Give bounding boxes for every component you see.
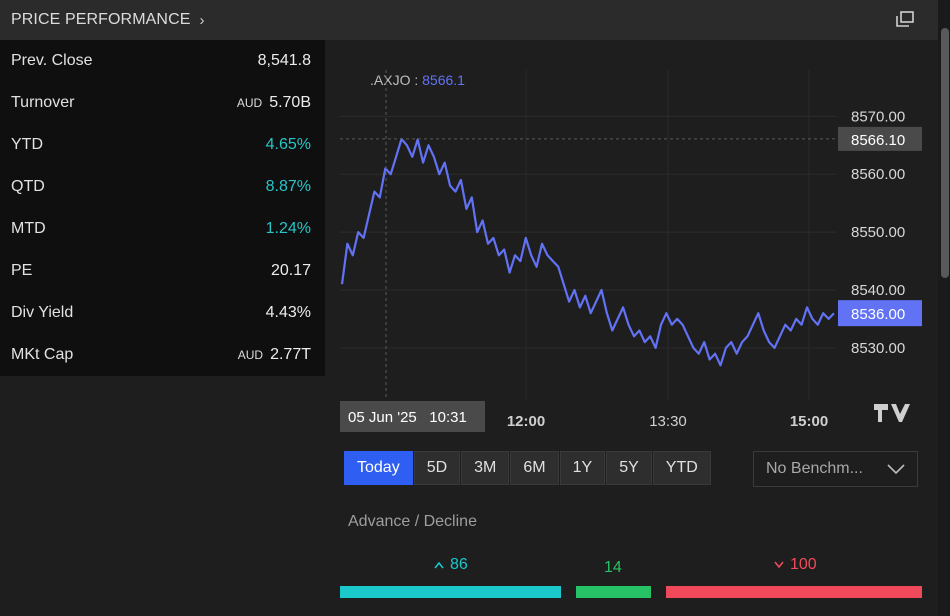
stat-row: Div Yield 4.43% <box>0 292 325 334</box>
legend-separator: : <box>410 72 422 88</box>
stat-unit: AUD <box>236 96 263 110</box>
stat-label: MTD <box>11 220 46 237</box>
chevron-up-icon <box>434 561 444 569</box>
range-button-1y[interactable]: 1Y <box>559 451 606 485</box>
stat-label: YTD <box>11 136 43 153</box>
advances-bar <box>340 586 561 598</box>
y-tick-label: 8550.00 <box>851 224 905 241</box>
chevron-down-icon <box>774 561 784 569</box>
stat-value: AUD 2.77T <box>238 346 311 364</box>
unchanged-bar <box>576 586 651 598</box>
stat-unit: AUD <box>237 348 264 362</box>
chevron-down-icon <box>887 464 905 474</box>
advance-decline-title: Advance / Decline <box>348 513 477 530</box>
advances-value: 86 <box>450 556 468 573</box>
stat-number: 1.24% <box>265 220 311 237</box>
crosshair-time-label: 05 Jun '25 10:31 <box>348 409 467 426</box>
y-tick-label: 8560.00 <box>851 166 905 183</box>
range-button-3m[interactable]: 3M <box>461 451 510 485</box>
stat-value: 20.17 <box>271 262 311 280</box>
stat-value: 8,541.8 <box>258 52 311 70</box>
scrollbar-thumb[interactable] <box>941 28 949 278</box>
last-price-label: 8536.00 <box>851 306 905 323</box>
x-tick-label: 12:00 <box>507 413 545 430</box>
range-button-ytd[interactable]: YTD <box>652 451 711 485</box>
y-tick-label: 8570.00 <box>851 108 905 125</box>
stat-row: Turnover AUD 5.70B <box>0 82 325 124</box>
stat-value: 4.43% <box>266 304 311 322</box>
panel-header: PRICE PERFORMANCE › <box>0 0 938 40</box>
stat-number: 5.70B <box>269 94 311 111</box>
declines-value: 100 <box>790 556 817 573</box>
stat-row: QTD 8.87% <box>0 166 325 208</box>
stat-row: MTD 1.24% <box>0 208 325 250</box>
chevron-right-icon[interactable]: › <box>199 11 205 29</box>
stat-number: 20.17 <box>270 262 311 279</box>
crosshair-time-box <box>340 401 485 432</box>
range-button-5d[interactable]: 5D <box>413 451 461 485</box>
stat-row: PE 20.17 <box>0 250 325 292</box>
legend-symbol: .AXJO <box>370 72 411 88</box>
stat-value: 4.65% <box>266 136 311 154</box>
crosshair-price-box <box>838 126 922 151</box>
advances-count: 86 <box>434 556 468 574</box>
stat-number: 8,541.8 <box>257 52 311 69</box>
price-line <box>340 137 835 367</box>
stat-label: Prev. Close <box>11 52 93 69</box>
price-chart[interactable]: .AXJO : 8566.1 8570.00 8560.00 8550.00 8540… <box>340 40 938 440</box>
crosshair-price-label: 8566.10 <box>851 132 905 149</box>
stat-label: PE <box>11 262 33 279</box>
stat-row: Prev. Close 8,541.8 <box>0 40 325 82</box>
stat-value: 8.87% <box>266 178 311 196</box>
y-tick-label: 8540.00 <box>851 282 905 299</box>
range-selector: Today 5D 3M 6M 1Y 5Y YTD <box>344 451 712 485</box>
stats-table: Prev. Close 8,541.8 Turnover AUD 5.70B YTD 4.6… <box>0 40 325 376</box>
panel-title[interactable]: PRICE PERFORMANCE <box>11 11 191 28</box>
y-tick-label: 8530.00 <box>851 340 905 357</box>
benchmark-value: No Benchm... <box>766 460 863 477</box>
stat-row: YTD 4.65% <box>0 124 325 166</box>
stat-number: 4.65% <box>265 136 311 153</box>
range-button-5y[interactable]: 5Y <box>606 451 652 485</box>
stat-label: QTD <box>11 178 45 195</box>
stat-label: MKt Cap <box>11 346 74 363</box>
stat-row: MKt Cap AUD 2.77T <box>0 334 325 376</box>
tradingview-logo <box>874 404 910 422</box>
last-price-box <box>838 300 922 327</box>
stat-label: Turnover <box>11 94 75 111</box>
x-tick-label: 13:30 <box>649 413 687 430</box>
unchanged-count: 14 <box>604 559 622 576</box>
benchmark-select[interactable]: No Benchm... <box>753 451 918 487</box>
declines-count: 100 <box>774 556 817 574</box>
chart-legend: .AXJO : 8566.1 <box>370 72 465 88</box>
range-button-today[interactable]: Today <box>344 451 413 485</box>
legend-value: 8566.1 <box>422 72 465 88</box>
stat-number: 2.77T <box>270 346 311 363</box>
stat-number: 4.43% <box>265 304 311 321</box>
stat-value: AUD 5.70B <box>237 94 311 112</box>
stat-label: Div Yield <box>11 304 74 321</box>
range-button-6m[interactable]: 6M <box>510 451 559 485</box>
x-tick-label: 15:00 <box>790 413 828 430</box>
popout-icon[interactable] <box>896 11 914 27</box>
stat-number: 8.87% <box>265 178 311 195</box>
declines-bar <box>666 586 922 598</box>
stat-value: 1.24% <box>266 220 311 238</box>
